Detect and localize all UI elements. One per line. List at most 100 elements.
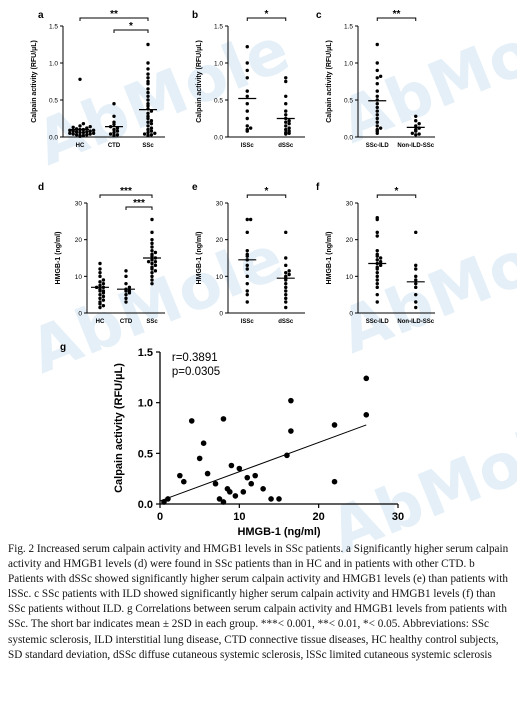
data-point xyxy=(153,259,158,264)
data-point xyxy=(150,261,154,266)
data-point xyxy=(150,252,154,257)
data-point xyxy=(284,76,288,80)
data-point xyxy=(248,217,253,222)
data-point xyxy=(414,230,418,235)
data-point xyxy=(146,42,150,47)
data-point xyxy=(127,289,132,293)
data-point xyxy=(115,133,120,137)
data-point xyxy=(146,72,150,76)
data-point xyxy=(153,263,158,268)
data-point xyxy=(245,267,249,271)
significance-bracket xyxy=(246,194,287,198)
figure: a b c d e f g 0.0 0.5 1.0 1.5 Calpain activity (RFU… xyxy=(31,9,435,538)
data-point xyxy=(414,300,418,304)
data-point xyxy=(245,127,249,132)
y-tick-label: 1.5 xyxy=(138,347,153,359)
x-category-label: SSc xyxy=(142,143,154,149)
data-point xyxy=(287,269,291,273)
data-point xyxy=(331,478,338,485)
data-point xyxy=(268,496,274,502)
data-point xyxy=(112,120,116,124)
data-point xyxy=(245,252,249,257)
data-point xyxy=(245,248,249,253)
y-tick-label: 20 xyxy=(75,237,83,244)
data-point xyxy=(142,132,147,136)
y-tick-label: 30 xyxy=(75,201,83,208)
data-point xyxy=(112,133,116,138)
data-point xyxy=(78,133,82,138)
data-point xyxy=(284,281,288,286)
data-point xyxy=(414,274,418,279)
data-point xyxy=(414,124,418,128)
y-tick-label: 0.5 xyxy=(138,448,153,460)
x-category-label: SSc xyxy=(146,319,158,325)
data-point xyxy=(245,230,249,235)
y-tick-label: 20 xyxy=(346,237,354,244)
data-point xyxy=(115,126,120,130)
data-point xyxy=(216,496,223,502)
panel-letter-g: g xyxy=(60,342,66,353)
data-point xyxy=(146,102,150,106)
data-point xyxy=(149,121,154,126)
data-point xyxy=(220,416,227,422)
data-point xyxy=(146,76,150,80)
data-point xyxy=(98,261,102,266)
x-tick-label: 20 xyxy=(313,511,325,523)
data-point xyxy=(124,292,128,297)
data-point xyxy=(375,265,379,269)
y-tick-label: 0.5 xyxy=(214,98,223,105)
data-point xyxy=(375,258,379,262)
data-point xyxy=(284,285,288,290)
data-point xyxy=(98,287,102,291)
data-point xyxy=(149,109,154,113)
data-point xyxy=(375,281,379,286)
data-point xyxy=(101,278,106,282)
data-point xyxy=(196,455,203,462)
data-point xyxy=(284,296,288,301)
significance-bracket xyxy=(113,29,149,33)
data-point xyxy=(232,493,239,499)
data-point xyxy=(245,124,249,128)
data-point xyxy=(378,256,383,260)
data-point xyxy=(98,296,102,301)
y-tick-label: 0 xyxy=(219,311,223,318)
data-point xyxy=(375,116,379,121)
y-tick-label: 30 xyxy=(216,201,224,208)
data-point xyxy=(245,289,249,293)
y-tick-label: 0 xyxy=(78,311,82,318)
data-point xyxy=(245,89,249,93)
data-point xyxy=(101,294,106,299)
data-point xyxy=(150,270,154,275)
data-point xyxy=(248,480,255,487)
data-point xyxy=(287,126,291,130)
significance-bracket xyxy=(99,194,153,198)
data-point xyxy=(153,269,158,273)
data-point xyxy=(124,269,128,273)
y-tick-label: 1.0 xyxy=(138,398,153,410)
data-point xyxy=(414,114,418,118)
data-point xyxy=(414,285,418,290)
data-point xyxy=(74,133,79,137)
data-point xyxy=(149,133,154,137)
data-point xyxy=(284,263,288,268)
data-point xyxy=(150,265,154,269)
y-tick-label: 1.5 xyxy=(214,24,223,31)
y-tick-label: 0.0 xyxy=(344,135,353,142)
data-point xyxy=(363,375,370,382)
y-tick-label: 0.0 xyxy=(214,135,223,142)
data-point xyxy=(181,478,187,485)
data-point xyxy=(153,131,157,135)
data-point xyxy=(161,499,167,505)
y-tick-label: 1.5 xyxy=(344,24,353,31)
data-point xyxy=(98,300,102,304)
y-axis-label: HMGB-1 (ng/ml) xyxy=(196,232,203,285)
data-point xyxy=(284,292,288,297)
data-point xyxy=(98,280,102,284)
data-point xyxy=(124,281,128,286)
data-point xyxy=(245,45,249,49)
data-point xyxy=(378,263,383,268)
data-point xyxy=(71,125,75,130)
data-point xyxy=(245,102,249,106)
data-point xyxy=(112,127,116,132)
data-point xyxy=(236,465,243,472)
